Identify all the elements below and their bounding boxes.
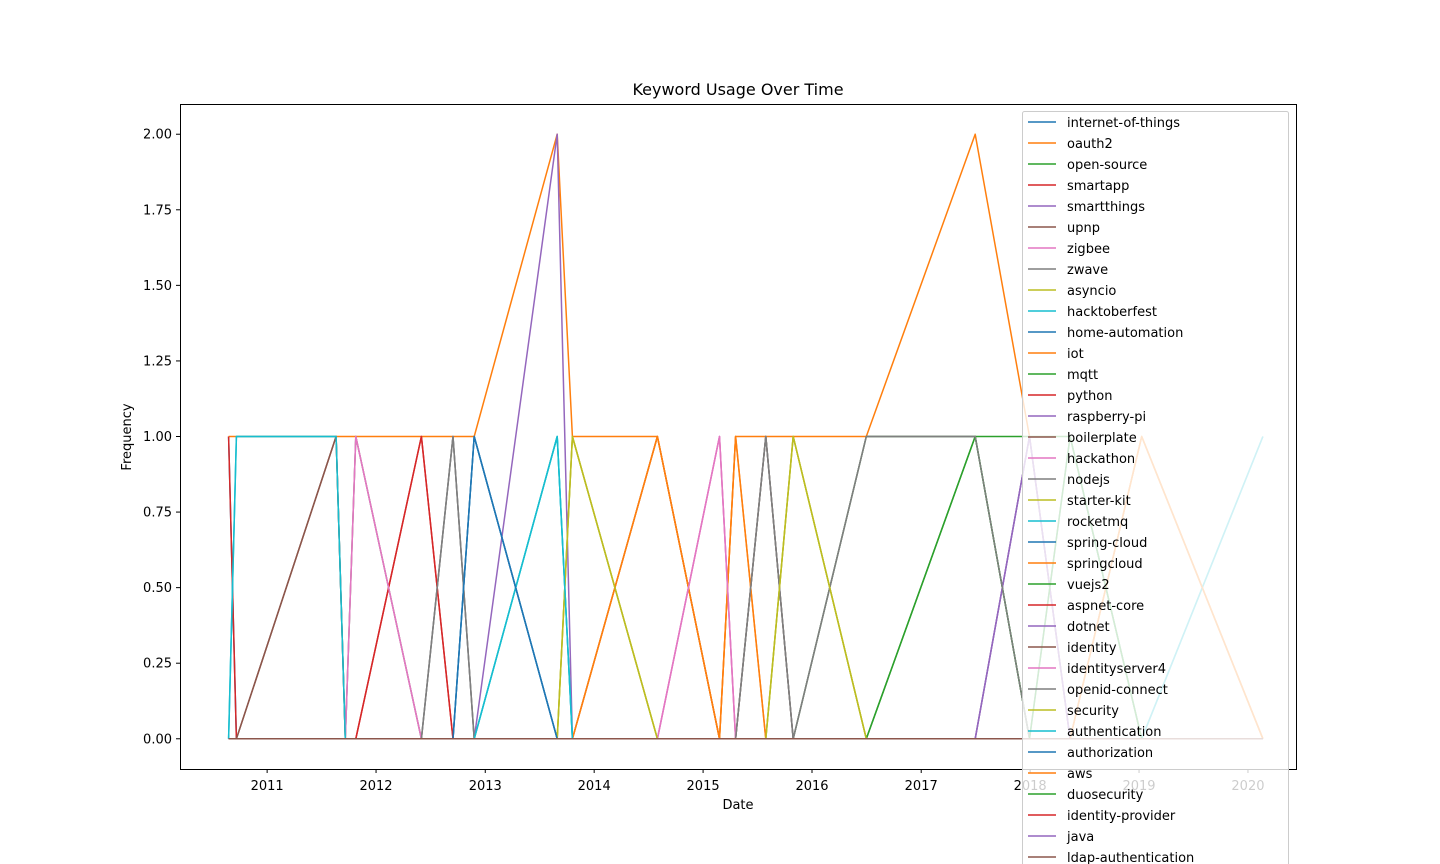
legend-label: openid-connect [1067,683,1168,698]
legend-label: rocketmq [1067,515,1128,530]
legend-label: nodejs [1067,473,1110,488]
x-tick-label: 2016 [795,779,828,794]
legend-label: upnp [1067,221,1100,236]
legend-label: authentication [1067,725,1162,740]
legend-label: starter-kit [1067,494,1131,509]
plot-frame [180,104,1297,770]
legend-label: zwave [1067,263,1108,278]
y-tick-label: 0.50 [143,581,172,596]
legend-label: oauth2 [1067,137,1113,152]
legend-label: aspnet-core [1067,599,1144,614]
y-tick-label: 1.25 [143,354,172,369]
legend-label: vuejs2 [1067,578,1110,593]
legend-label: mqtt [1067,368,1098,383]
legend: internet-of-things oauth2 open-source smart… [1022,111,1289,864]
x-axis-label: Date [722,798,753,813]
y-tick-label: 1.75 [143,203,172,218]
legend-label: home-automation [1067,326,1183,341]
legend-label: smartthings [1067,200,1145,215]
y-tick-label: 2.00 [143,128,172,143]
legend-frame [1022,111,1289,864]
x-tick-label: 2012 [359,779,392,794]
legend-label: iot [1067,347,1084,362]
legend-entries: internet-of-things oauth2 open-source smart… [1028,116,1194,864]
legend-label: spring-cloud [1067,536,1147,551]
legend-label: dotnet [1067,620,1110,635]
legend-label: security [1067,704,1119,719]
legend-label: raspberry-pi [1067,410,1146,425]
y-axis-label: Frequency [120,403,135,470]
legend-label: ldap-authentication [1067,851,1194,864]
legend-label: aws [1067,767,1093,782]
legend-label: springcloud [1067,557,1143,572]
legend-label: zigbee [1067,242,1110,257]
y-tick-label: 1.00 [143,430,172,445]
y-tick-label: 0.75 [143,506,172,521]
legend-label: python [1067,389,1112,404]
x-tick-label: 2011 [251,779,284,794]
y-tick-label: 0.00 [143,732,172,747]
legend-label: duosecurity [1067,788,1144,803]
legend-label: authorization [1067,746,1153,761]
y-axis: 0.00 0.25 0.50 0.75 1.00 1.25 1.50 1.75 2.00 [143,128,180,747]
legend-label: asyncio [1067,284,1116,299]
y-tick-label: 1.50 [143,279,172,294]
legend-label: hackathon [1067,452,1135,467]
x-tick-label: 2017 [905,779,938,794]
y-tick-label: 0.25 [143,657,172,672]
x-tick-label: 2013 [469,779,502,794]
plot-lines [227,133,1264,740]
legend-label: java [1066,830,1094,845]
legend-label: boilerplate [1067,431,1137,446]
legend-label: hacktoberfest [1067,305,1157,320]
x-tick-label: 2014 [578,779,611,794]
chart-title: Keyword Usage Over Time [632,80,843,99]
legend-label: smartapp [1067,179,1129,194]
legend-label: identityserver4 [1067,662,1166,677]
legend-label: identity-provider [1067,809,1176,824]
legend-label: internet-of-things [1067,116,1180,131]
legend-label: open-source [1067,158,1147,173]
legend-label: identity [1067,641,1117,656]
x-tick-label: 2015 [687,779,720,794]
